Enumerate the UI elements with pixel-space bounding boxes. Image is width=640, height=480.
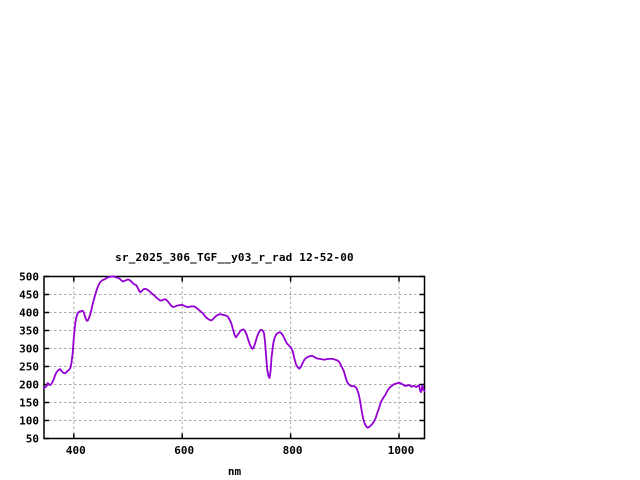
y-tick-label: 350 <box>19 325 39 338</box>
x-tick-label: 800 <box>283 444 303 457</box>
x-tick-label: 400 <box>66 444 86 457</box>
y-tick-label: 250 <box>19 361 39 374</box>
y-tick-label: 200 <box>19 379 39 392</box>
y-tick-label: 450 <box>19 289 39 302</box>
chart-title: sr_2025_306_TGF__y03_r_rad 12-52-00 <box>115 251 354 264</box>
plot-border <box>43 275 426 440</box>
x-tick-label: 1000 <box>388 444 415 457</box>
x-axis-label: nm <box>227 465 242 478</box>
y-tick-label: 50 <box>26 433 39 446</box>
y-tick-label: 400 <box>19 307 39 320</box>
x-tick-label: 600 <box>174 444 194 457</box>
y-tick-label: 300 <box>19 343 39 356</box>
y-tick-label: 500 <box>19 271 39 284</box>
data-curve <box>43 275 426 429</box>
y-tick-label: 150 <box>19 397 39 410</box>
y-tick-label: 100 <box>19 415 39 428</box>
